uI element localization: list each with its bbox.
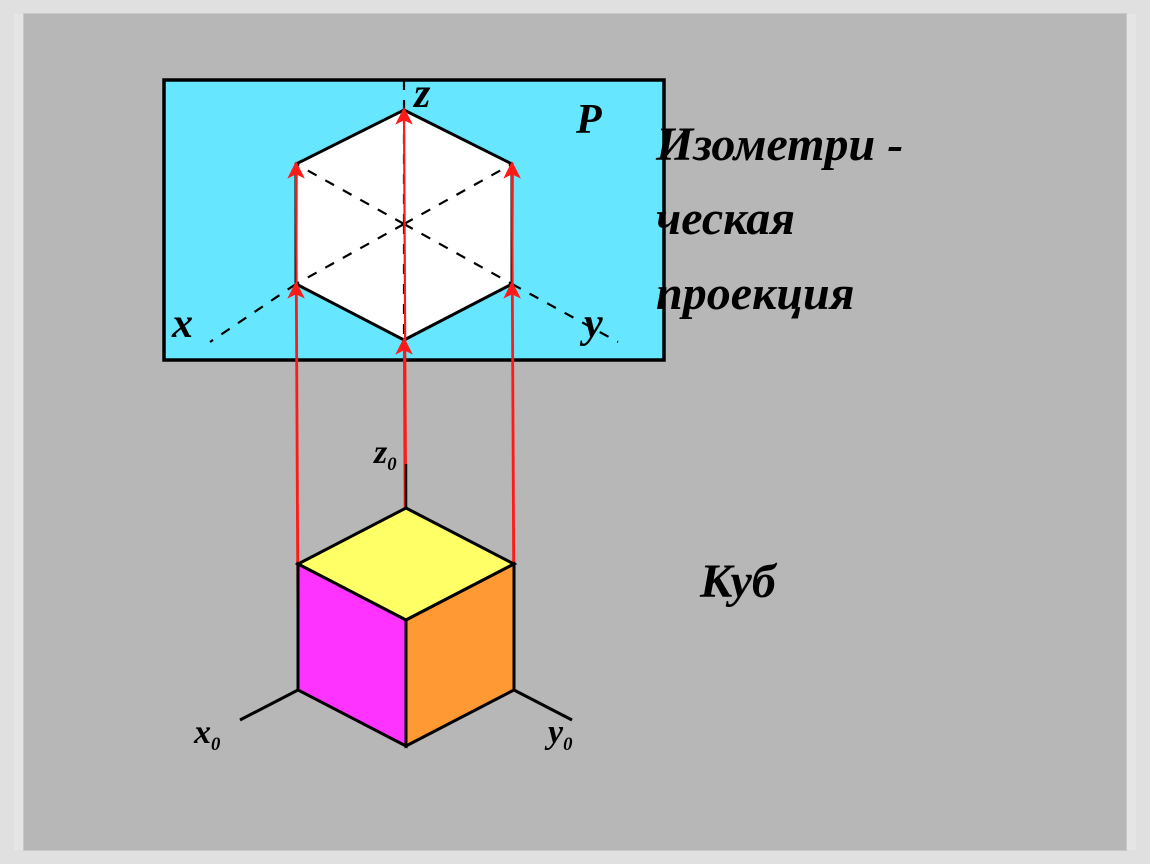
- label-y0-letter: y: [548, 714, 563, 751]
- title-text: Изометри - ческая проекция: [656, 108, 1150, 331]
- label-x0-sub: 0: [211, 734, 220, 755]
- cube-3d: [298, 508, 514, 746]
- label-z0-sub: 0: [387, 454, 396, 475]
- inner-panel: Изометри - ческая проекция Куб P z x y z…: [24, 14, 1126, 850]
- title-line-2: ческая: [656, 182, 1150, 256]
- label-z0: z0: [374, 434, 397, 472]
- label-x: x: [172, 300, 193, 348]
- label-y0-sub: 0: [563, 734, 572, 755]
- label-y0: y0: [548, 714, 572, 752]
- title-line-1: Изометри -: [656, 108, 1150, 182]
- label-P: P: [576, 96, 602, 144]
- label-z: z: [414, 70, 430, 118]
- title-line-3: проекция: [656, 257, 1150, 331]
- label-x0-letter: x: [194, 714, 211, 751]
- cube-label: Куб: [700, 554, 776, 609]
- label-y: y: [584, 300, 603, 348]
- label-z0-letter: z: [374, 434, 387, 471]
- label-x0: x0: [194, 714, 220, 752]
- slide-background: Изометри - ческая проекция Куб P z x y z…: [0, 0, 1150, 864]
